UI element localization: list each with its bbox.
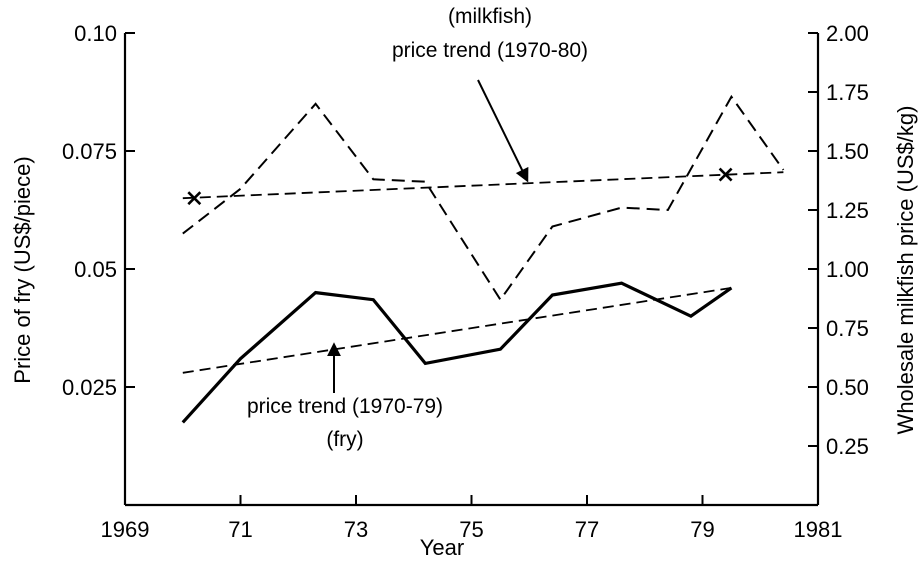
x-tick-label: 75	[459, 517, 483, 542]
left-y-tick-label: 0.075	[62, 139, 117, 164]
x-axis-title: Year	[420, 535, 464, 560]
milkfish-annotation: (milkfish)	[448, 5, 532, 28]
right-y-tick-label: 1.00	[826, 257, 869, 282]
milkfish-trend-annotation: price trend (1970-80)	[392, 39, 588, 62]
right-y-tick-label: 0.50	[826, 375, 869, 400]
tick-labels: 1969 71 73 75 77 79 1981 0.025 0.05 0.075 0.10 0.25…	[62, 21, 869, 542]
right-y-tick-label: 2.00	[826, 21, 869, 46]
left-y-axis-title: Price of fry (US$/piece)	[10, 156, 35, 383]
series-line-price-trend-1970-79	[182, 287, 732, 374]
x-tick-label: 73	[344, 517, 368, 542]
right-y-tick-label: 1.50	[826, 139, 869, 164]
series-group	[181, 94, 785, 424]
right-y-tick-label: 1.75	[826, 80, 869, 105]
left-y-tick-label: 0.05	[74, 257, 117, 282]
x-tick-label: 77	[575, 517, 599, 542]
fry-annotation: (fry)	[326, 428, 363, 451]
x-marker	[187, 191, 202, 206]
right-y-axis-title: Wholesale milkfish price (US$/kg)	[893, 106, 918, 435]
milkfish-trend-arrow	[477, 79, 529, 183]
markers-group	[187, 167, 733, 206]
tick-marks	[124, 32, 819, 505]
series-line-milkfish	[182, 94, 785, 302]
x-tick-label: 79	[690, 517, 714, 542]
x-tick-label: 1969	[101, 517, 150, 542]
left-y-tick-label: 0.10	[74, 21, 117, 46]
fry-trend-annotation: price trend (1970-79)	[247, 395, 443, 418]
left-y-tick-label: 0.025	[62, 375, 117, 400]
x-tick-label: 71	[228, 517, 252, 542]
right-y-tick-label: 0.75	[826, 316, 869, 341]
x-tick-label: 1981	[794, 517, 843, 542]
right-y-tick-label: 0.25	[826, 434, 869, 459]
right-y-tick-label: 1.25	[826, 198, 869, 223]
x-marker	[718, 167, 733, 182]
series-line-price-trend-1970-80	[182, 171, 784, 200]
